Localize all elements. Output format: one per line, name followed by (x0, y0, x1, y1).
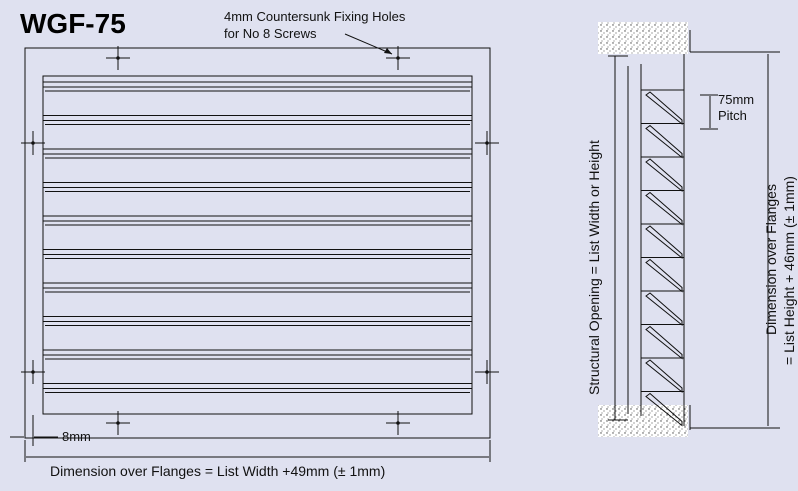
fixing-hole (31, 141, 35, 145)
side-view (598, 22, 780, 437)
fixing-hole (116, 421, 120, 425)
dimensions (10, 415, 491, 462)
fixing-hole (31, 370, 35, 374)
title: WGF-75 (20, 8, 126, 39)
fixing-hole (485, 370, 489, 374)
height-dimension: Dimension over Flanges (763, 184, 779, 335)
height-dimension: = List Height + 46mm (± 1mm) (781, 176, 797, 365)
width-dimension: Dimension over Flanges = List Width +49m… (50, 463, 385, 479)
fixing-hole (396, 56, 400, 60)
pitch: 75mm (718, 92, 754, 107)
note: 4mm Countersunk Fixing Holes (224, 9, 406, 24)
pitch: Pitch (718, 108, 747, 123)
leader (344, 33, 393, 55)
front-view (21, 46, 499, 439)
fixing-hole (396, 421, 400, 425)
flange-offset: 8mm (62, 429, 91, 444)
structural-opening: Structural Opening = List Width or Heigh… (586, 140, 602, 395)
fixing-hole (485, 141, 489, 145)
note: for No 8 Screws (224, 26, 317, 41)
blade (645, 392, 683, 427)
arrowhead (384, 48, 392, 54)
fixing-hole (116, 56, 120, 60)
